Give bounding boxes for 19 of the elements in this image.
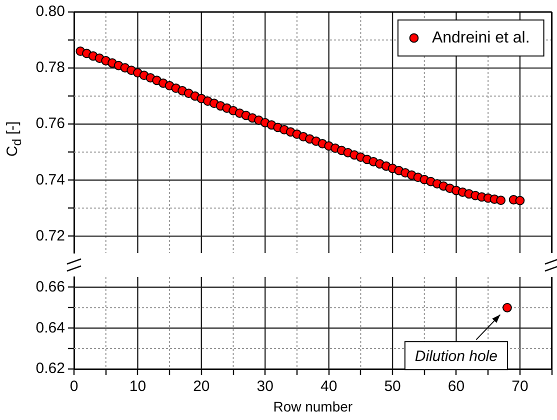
legend-label: Andreini et al.: [432, 29, 530, 46]
x-tick-label: 40: [320, 378, 338, 396]
y-tick-label: 0.76: [36, 115, 65, 132]
x-tick-label: 10: [129, 378, 146, 396]
x-tick-label: 70: [512, 378, 528, 396]
annotation: Dilution hole: [414, 348, 498, 365]
y-tick-label: 0.74: [36, 171, 65, 188]
x-tick-label: 50: [384, 378, 401, 396]
y-tick-label: 0.62: [36, 360, 65, 378]
x-tick-label: 0: [70, 378, 78, 396]
y-tick-label: 0.72: [36, 227, 65, 244]
x-tick-label: 20: [193, 378, 210, 396]
x-tick-label: 60: [448, 378, 465, 396]
y-tick-label: 0.64: [36, 319, 65, 336]
y-tick-label: 0.66: [36, 278, 65, 296]
y-tick-label: 0.78: [36, 59, 65, 76]
y-tick-label: 0.80: [36, 3, 65, 20]
x-axis-title: Row number: [273, 398, 353, 414]
x-tick-label: 30: [256, 378, 274, 396]
